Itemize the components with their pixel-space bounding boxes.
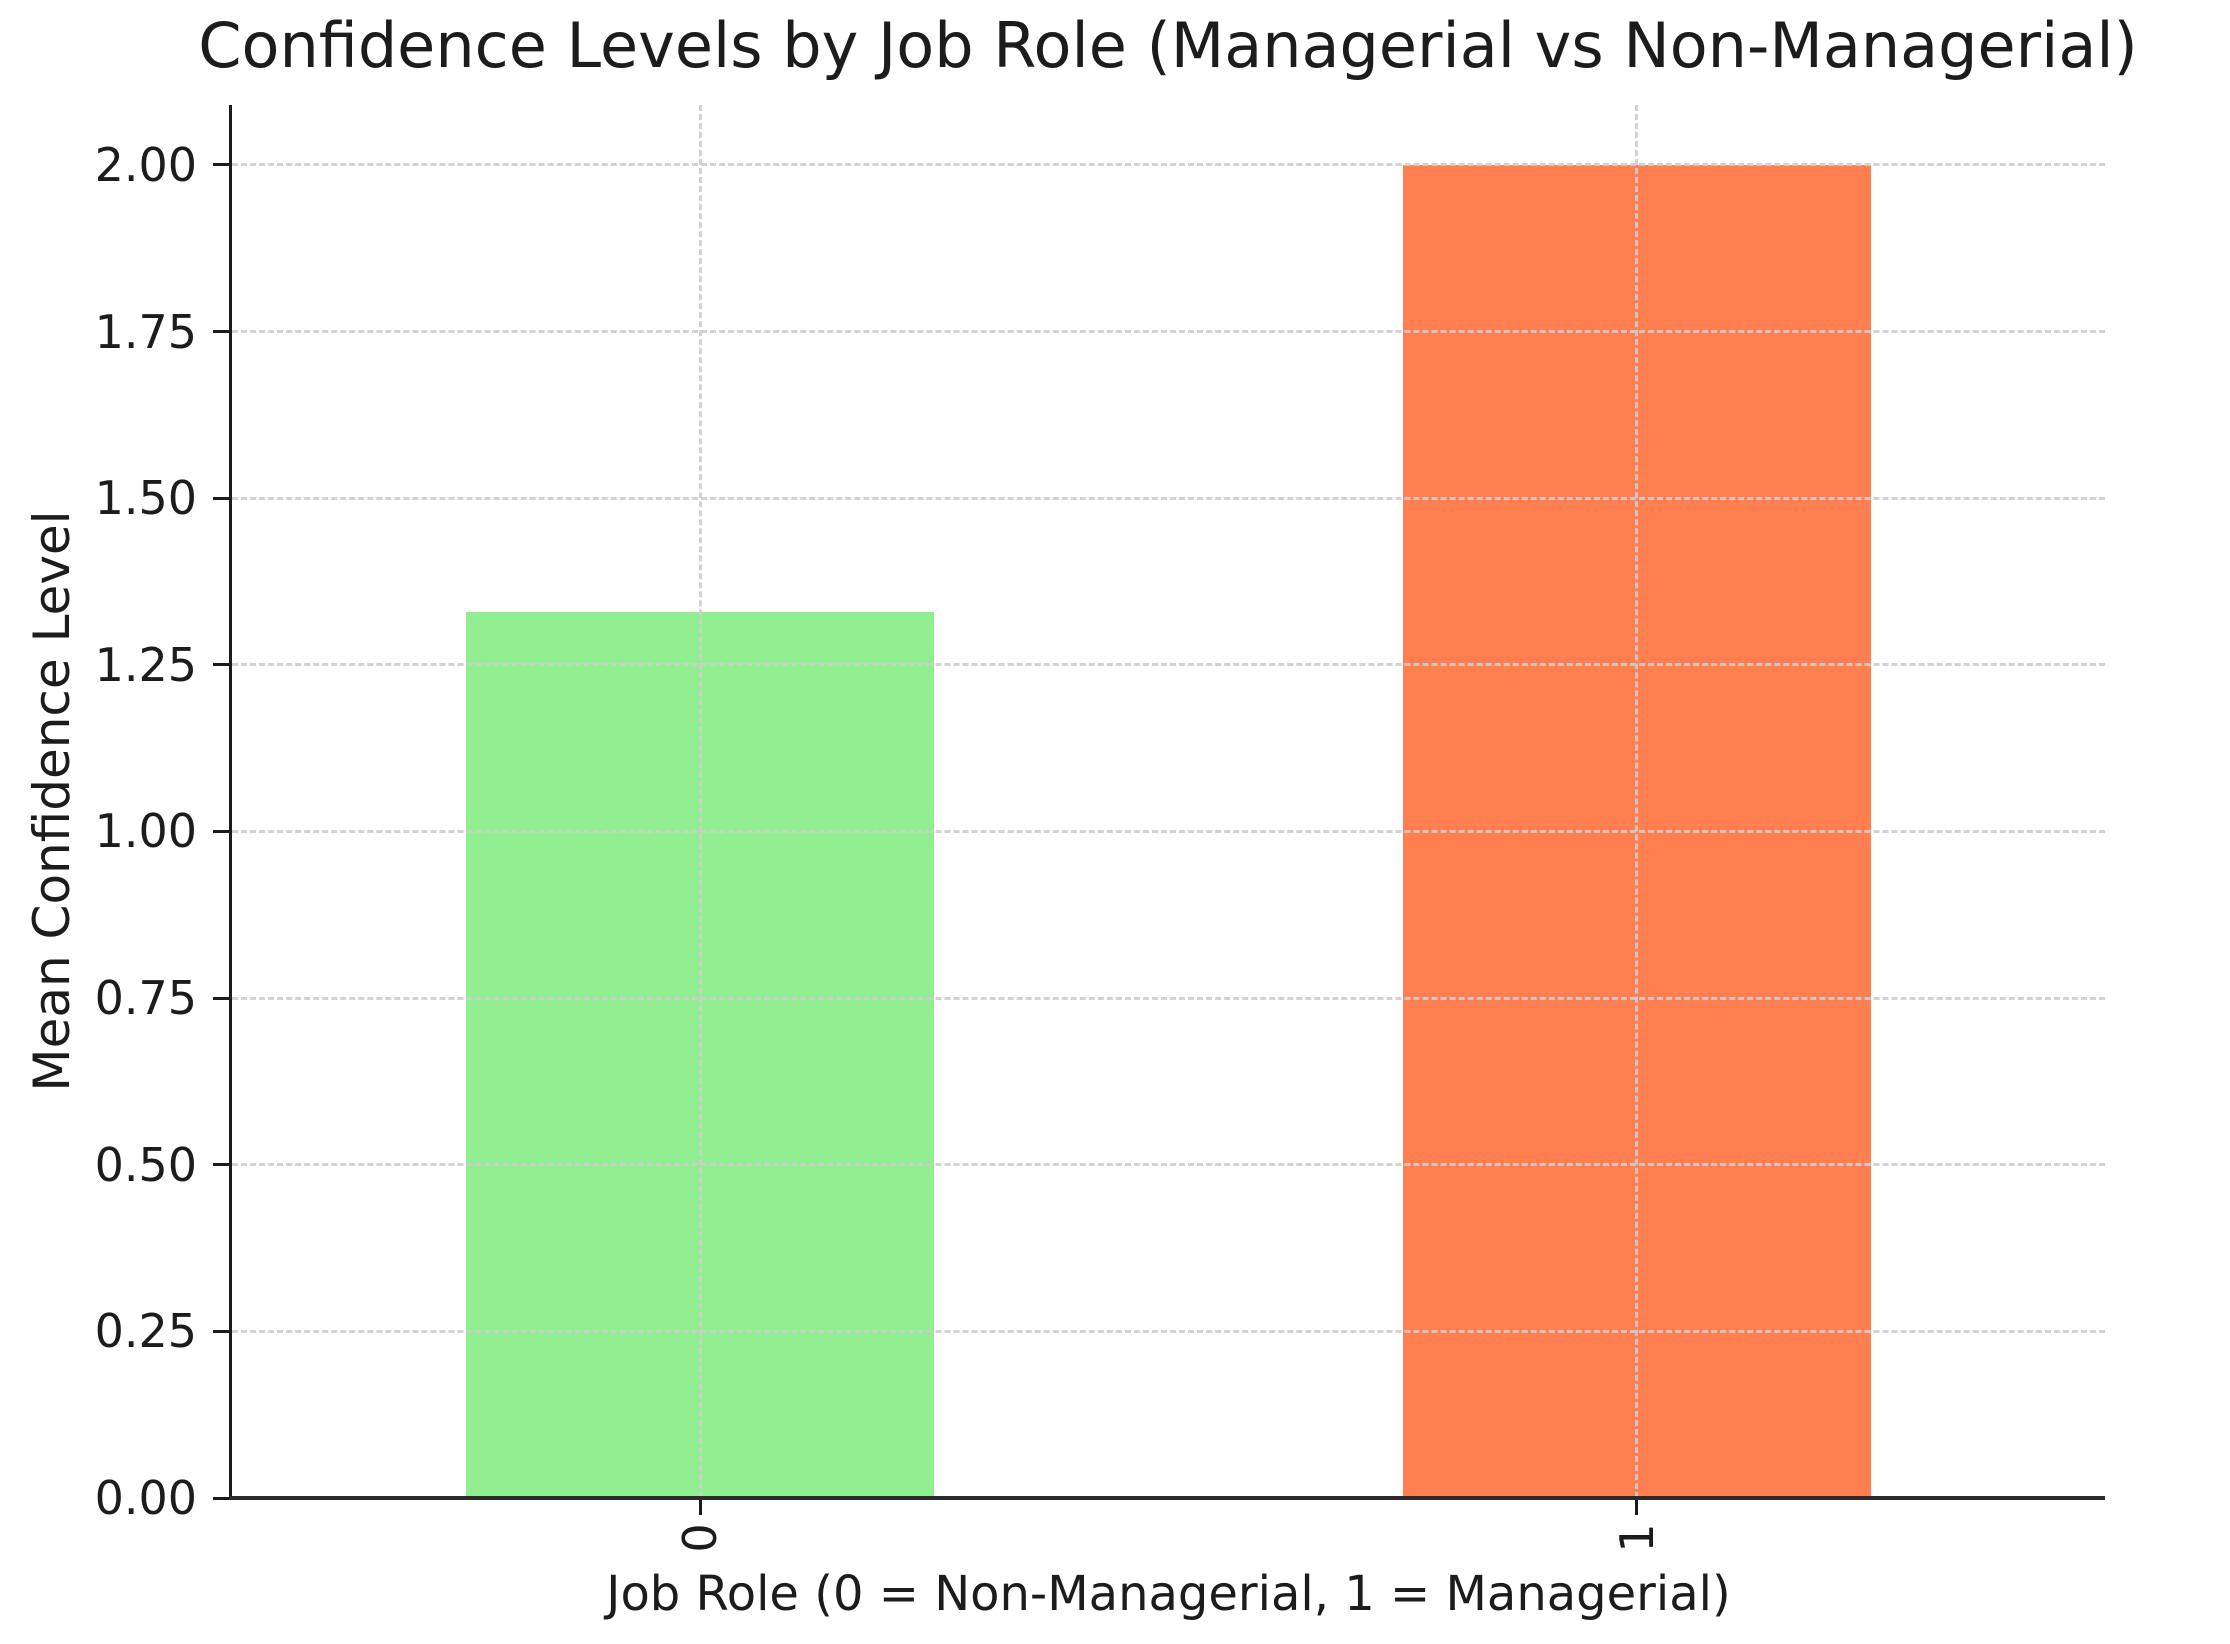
y-tick-label: 1.75 (94, 304, 197, 359)
y-tick-mark (213, 163, 229, 167)
x-tick-mark (698, 1500, 702, 1515)
y-gridline (232, 163, 2105, 167)
y-tick-label: 2.00 (94, 137, 197, 192)
x-gridline (698, 105, 702, 1498)
y-tick-mark (213, 1496, 229, 1500)
y-gridline (232, 663, 2105, 667)
y-tick-label: 1.25 (94, 637, 197, 692)
y-tick-label: 0.50 (94, 1137, 197, 1192)
x-tick-label: 0 (673, 1523, 728, 1553)
y-tick-mark (213, 829, 229, 833)
y-tick-label: 0.25 (94, 1304, 197, 1359)
y-gridline (232, 1329, 2105, 1333)
y-tick-label: 0.75 (94, 971, 197, 1026)
y-gridline (232, 330, 2105, 334)
y-tick-mark (213, 996, 229, 1000)
y-gridline (232, 496, 2105, 500)
chart-title: Confidence Levels by Job Role (Manageria… (198, 9, 2138, 82)
y-tick-label: 1.50 (94, 471, 197, 526)
y-tick-label: 0.00 (94, 1471, 197, 1525)
x-axis-label: Job Role (0 = Non-Managerial, 1 = Manage… (606, 1566, 1731, 1622)
x-axis-spine (229, 1496, 2105, 1500)
x-gridline (1635, 105, 1639, 1498)
x-tick-mark (1635, 1500, 1639, 1515)
y-gridline (232, 1163, 2105, 1167)
y-axis-spine (229, 105, 232, 1500)
y-gridline (232, 829, 2105, 833)
x-tick-label: 1 (1609, 1523, 1664, 1553)
y-tick-mark (213, 1329, 229, 1333)
y-gridline (232, 996, 2105, 1000)
y-tick-mark (213, 1163, 229, 1167)
y-tick-label: 1.00 (94, 804, 197, 859)
y-tick-mark (213, 496, 229, 500)
y-tick-mark (213, 663, 229, 667)
plot-area: 0.00 0.25 0.50 0.75 1.00 1.25 1.50 1.75 2.00 0 1 (95, 105, 2105, 1553)
y-tick-mark (213, 330, 229, 334)
